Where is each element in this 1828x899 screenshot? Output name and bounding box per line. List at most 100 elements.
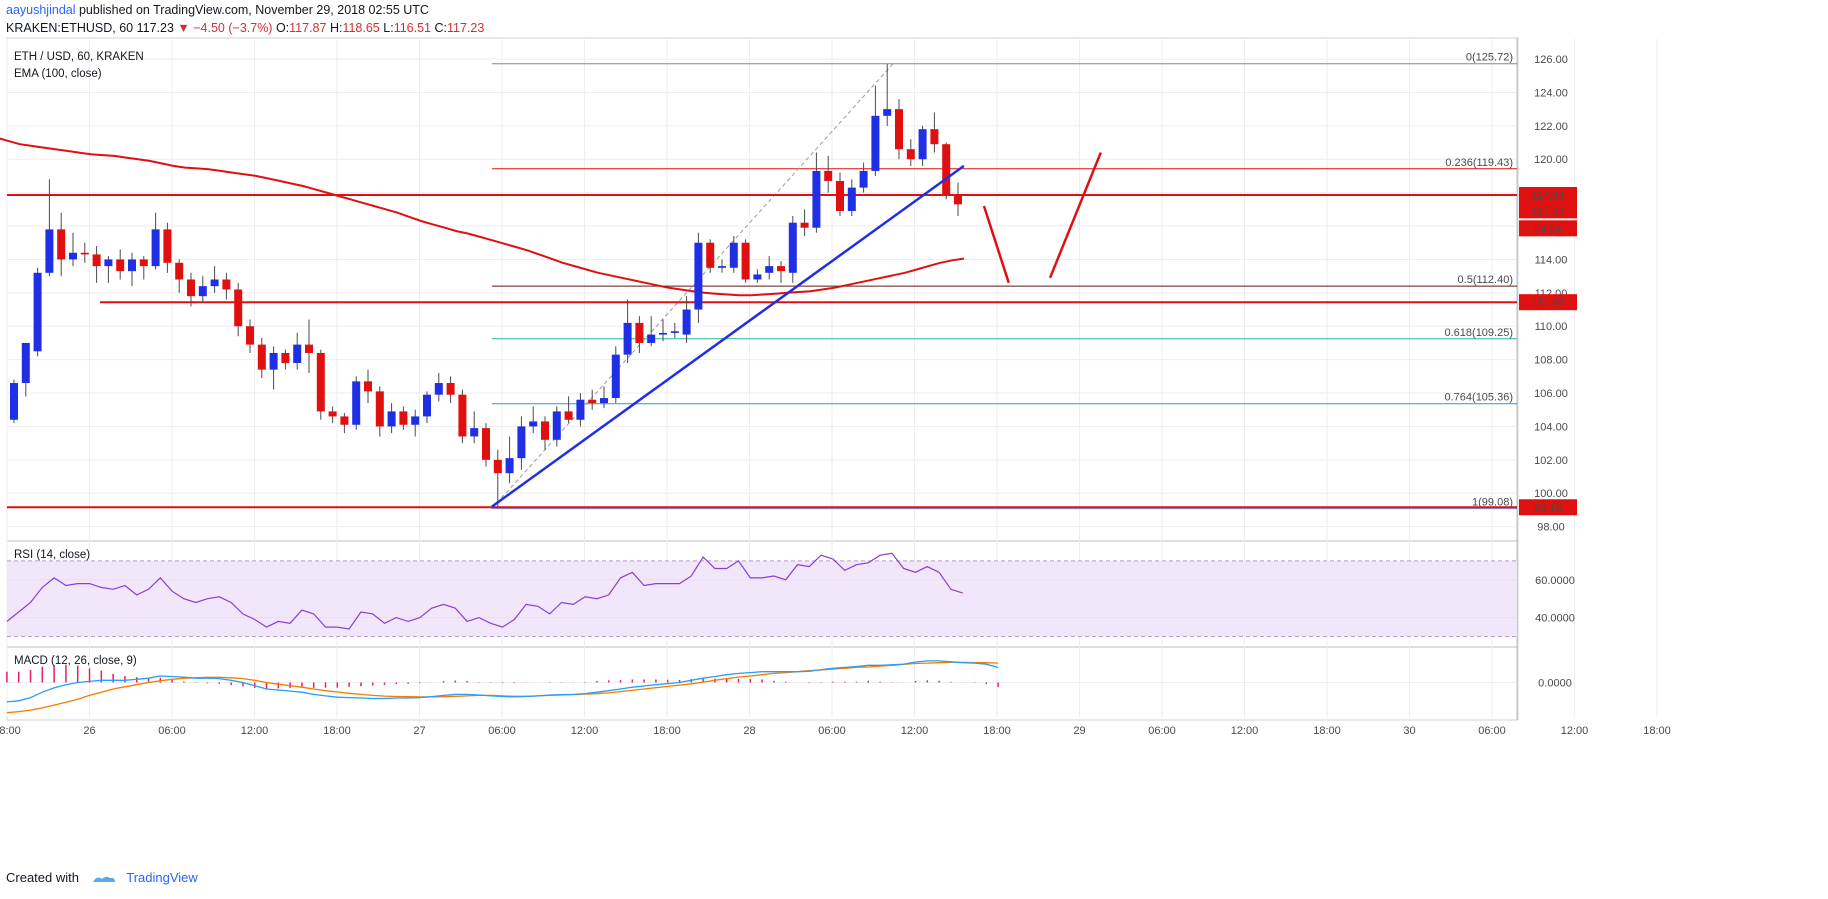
candle-body[interactable] <box>210 279 219 287</box>
candle-body[interactable] <box>222 279 231 290</box>
rsi-tick-label: 60.0000 <box>1535 575 1575 587</box>
rsi-line[interactable] <box>6 552 963 630</box>
x-tick-label: 28 <box>743 725 755 737</box>
candle-body[interactable] <box>33 272 42 352</box>
candle-body[interactable] <box>493 459 502 474</box>
candle-body[interactable] <box>777 266 785 272</box>
candle-body[interactable] <box>718 266 726 268</box>
candle-body[interactable] <box>470 428 479 437</box>
candle-body[interactable] <box>21 342 30 384</box>
candle-body[interactable] <box>57 229 66 260</box>
candle-body[interactable] <box>352 381 361 425</box>
candle-body[interactable] <box>269 352 278 370</box>
candle-body[interactable] <box>482 428 490 460</box>
candle-body[interactable] <box>281 352 290 363</box>
candle-body[interactable] <box>423 394 431 417</box>
candle-body[interactable] <box>234 289 243 327</box>
candle-body[interactable] <box>293 344 302 363</box>
candle-body[interactable] <box>246 326 254 345</box>
last-price-badge <box>1519 202 1577 219</box>
candle-body[interactable] <box>682 309 691 335</box>
candle-body[interactable] <box>847 187 856 212</box>
candle-body[interactable] <box>45 229 54 273</box>
fib-retracement[interactable]: 0(125.72) 0.236(119.43) 0.5(112.40) 0.618(1… <box>491 52 1517 510</box>
candle-body[interactable] <box>411 416 420 425</box>
candle-body[interactable] <box>765 266 774 273</box>
candle-body[interactable] <box>954 194 962 205</box>
candle-body[interactable] <box>918 129 927 160</box>
candle-body[interactable] <box>316 352 325 412</box>
candle-body[interactable] <box>399 411 408 425</box>
ohlc-line: KRAKEN:ETHUSD, 60 117.23 ▼ −4.50 (−3.7%)… <box>6 21 484 36</box>
candle-body[interactable] <box>800 222 809 228</box>
candle-body[interactable] <box>104 259 113 267</box>
candle-body[interactable] <box>670 331 679 333</box>
candle-body[interactable] <box>824 170 833 181</box>
candle-body[interactable] <box>930 129 939 145</box>
candle-body[interactable] <box>375 391 384 427</box>
candle-body[interactable] <box>564 411 573 420</box>
candle-body[interactable] <box>328 411 337 417</box>
candle-body[interactable] <box>600 398 608 404</box>
candle-body[interactable] <box>836 180 844 212</box>
candle-body[interactable] <box>139 259 148 267</box>
candle-body[interactable] <box>541 421 549 440</box>
candle-body[interactable] <box>729 242 738 268</box>
candle-body[interactable] <box>305 344 313 353</box>
candle-body[interactable] <box>116 259 125 272</box>
candle-body[interactable] <box>187 279 195 297</box>
candle-body[interactable] <box>788 222 797 273</box>
candle-body[interactable] <box>706 242 715 268</box>
candle-body[interactable] <box>647 334 656 343</box>
candle-body[interactable] <box>387 411 396 427</box>
chart-header: aayushjindal published on TradingView.co… <box>6 3 484 36</box>
candle-body[interactable] <box>434 383 443 395</box>
projection-down-line[interactable] <box>982 205 1010 284</box>
x-tick-label: 12:00 <box>571 725 599 737</box>
bullish-trend-line[interactable] <box>491 164 965 508</box>
candle-body[interactable] <box>340 416 349 425</box>
candle-body[interactable] <box>128 259 136 272</box>
candle-body[interactable] <box>257 344 266 370</box>
candle-body[interactable] <box>659 332 667 335</box>
candle-body[interactable] <box>623 322 632 355</box>
candle-body[interactable] <box>364 381 372 392</box>
candle-body[interactable] <box>576 399 585 420</box>
candle-body[interactable] <box>458 394 467 437</box>
macd-line[interactable] <box>6 660 999 703</box>
author-link[interactable]: aayushjindal <box>6 3 76 17</box>
candle-body[interactable] <box>812 170 821 228</box>
candle-body[interactable] <box>859 170 868 188</box>
y-tick-label: 104.00 <box>1534 421 1568 433</box>
candle-body[interactable] <box>175 262 184 280</box>
candle-body[interactable] <box>741 242 750 280</box>
countdown-label: 04:24 <box>1534 223 1562 235</box>
candle-body[interactable] <box>529 421 538 427</box>
candle-body[interactable] <box>942 144 951 195</box>
candle-body[interactable] <box>753 274 762 280</box>
candle-body[interactable] <box>517 426 526 459</box>
candle-body[interactable] <box>883 109 892 116</box>
price-badge <box>1519 186 1577 203</box>
ema-line[interactable] <box>0 137 965 297</box>
candle-body[interactable] <box>163 229 172 263</box>
candle-body[interactable] <box>635 322 644 343</box>
candle-body[interactable] <box>895 109 903 150</box>
tradingview-brand[interactable]: TradingView <box>126 870 198 885</box>
candle-body[interactable] <box>871 115 880 171</box>
candle-body[interactable] <box>906 149 915 160</box>
candle-body[interactable] <box>80 252 89 255</box>
projection-up-line[interactable] <box>1048 152 1102 279</box>
candle-body[interactable] <box>552 411 561 440</box>
candle-body[interactable] <box>588 399 597 404</box>
candle-body[interactable] <box>151 229 160 267</box>
candle-body[interactable] <box>694 242 703 310</box>
candle-body[interactable] <box>69 252 77 260</box>
candle-body[interactable] <box>446 383 455 395</box>
candle-body[interactable] <box>505 458 514 474</box>
candle-body[interactable] <box>198 286 207 297</box>
candle-body[interactable] <box>10 383 18 420</box>
candle-body[interactable] <box>611 354 620 399</box>
candle-body[interactable] <box>92 254 101 267</box>
